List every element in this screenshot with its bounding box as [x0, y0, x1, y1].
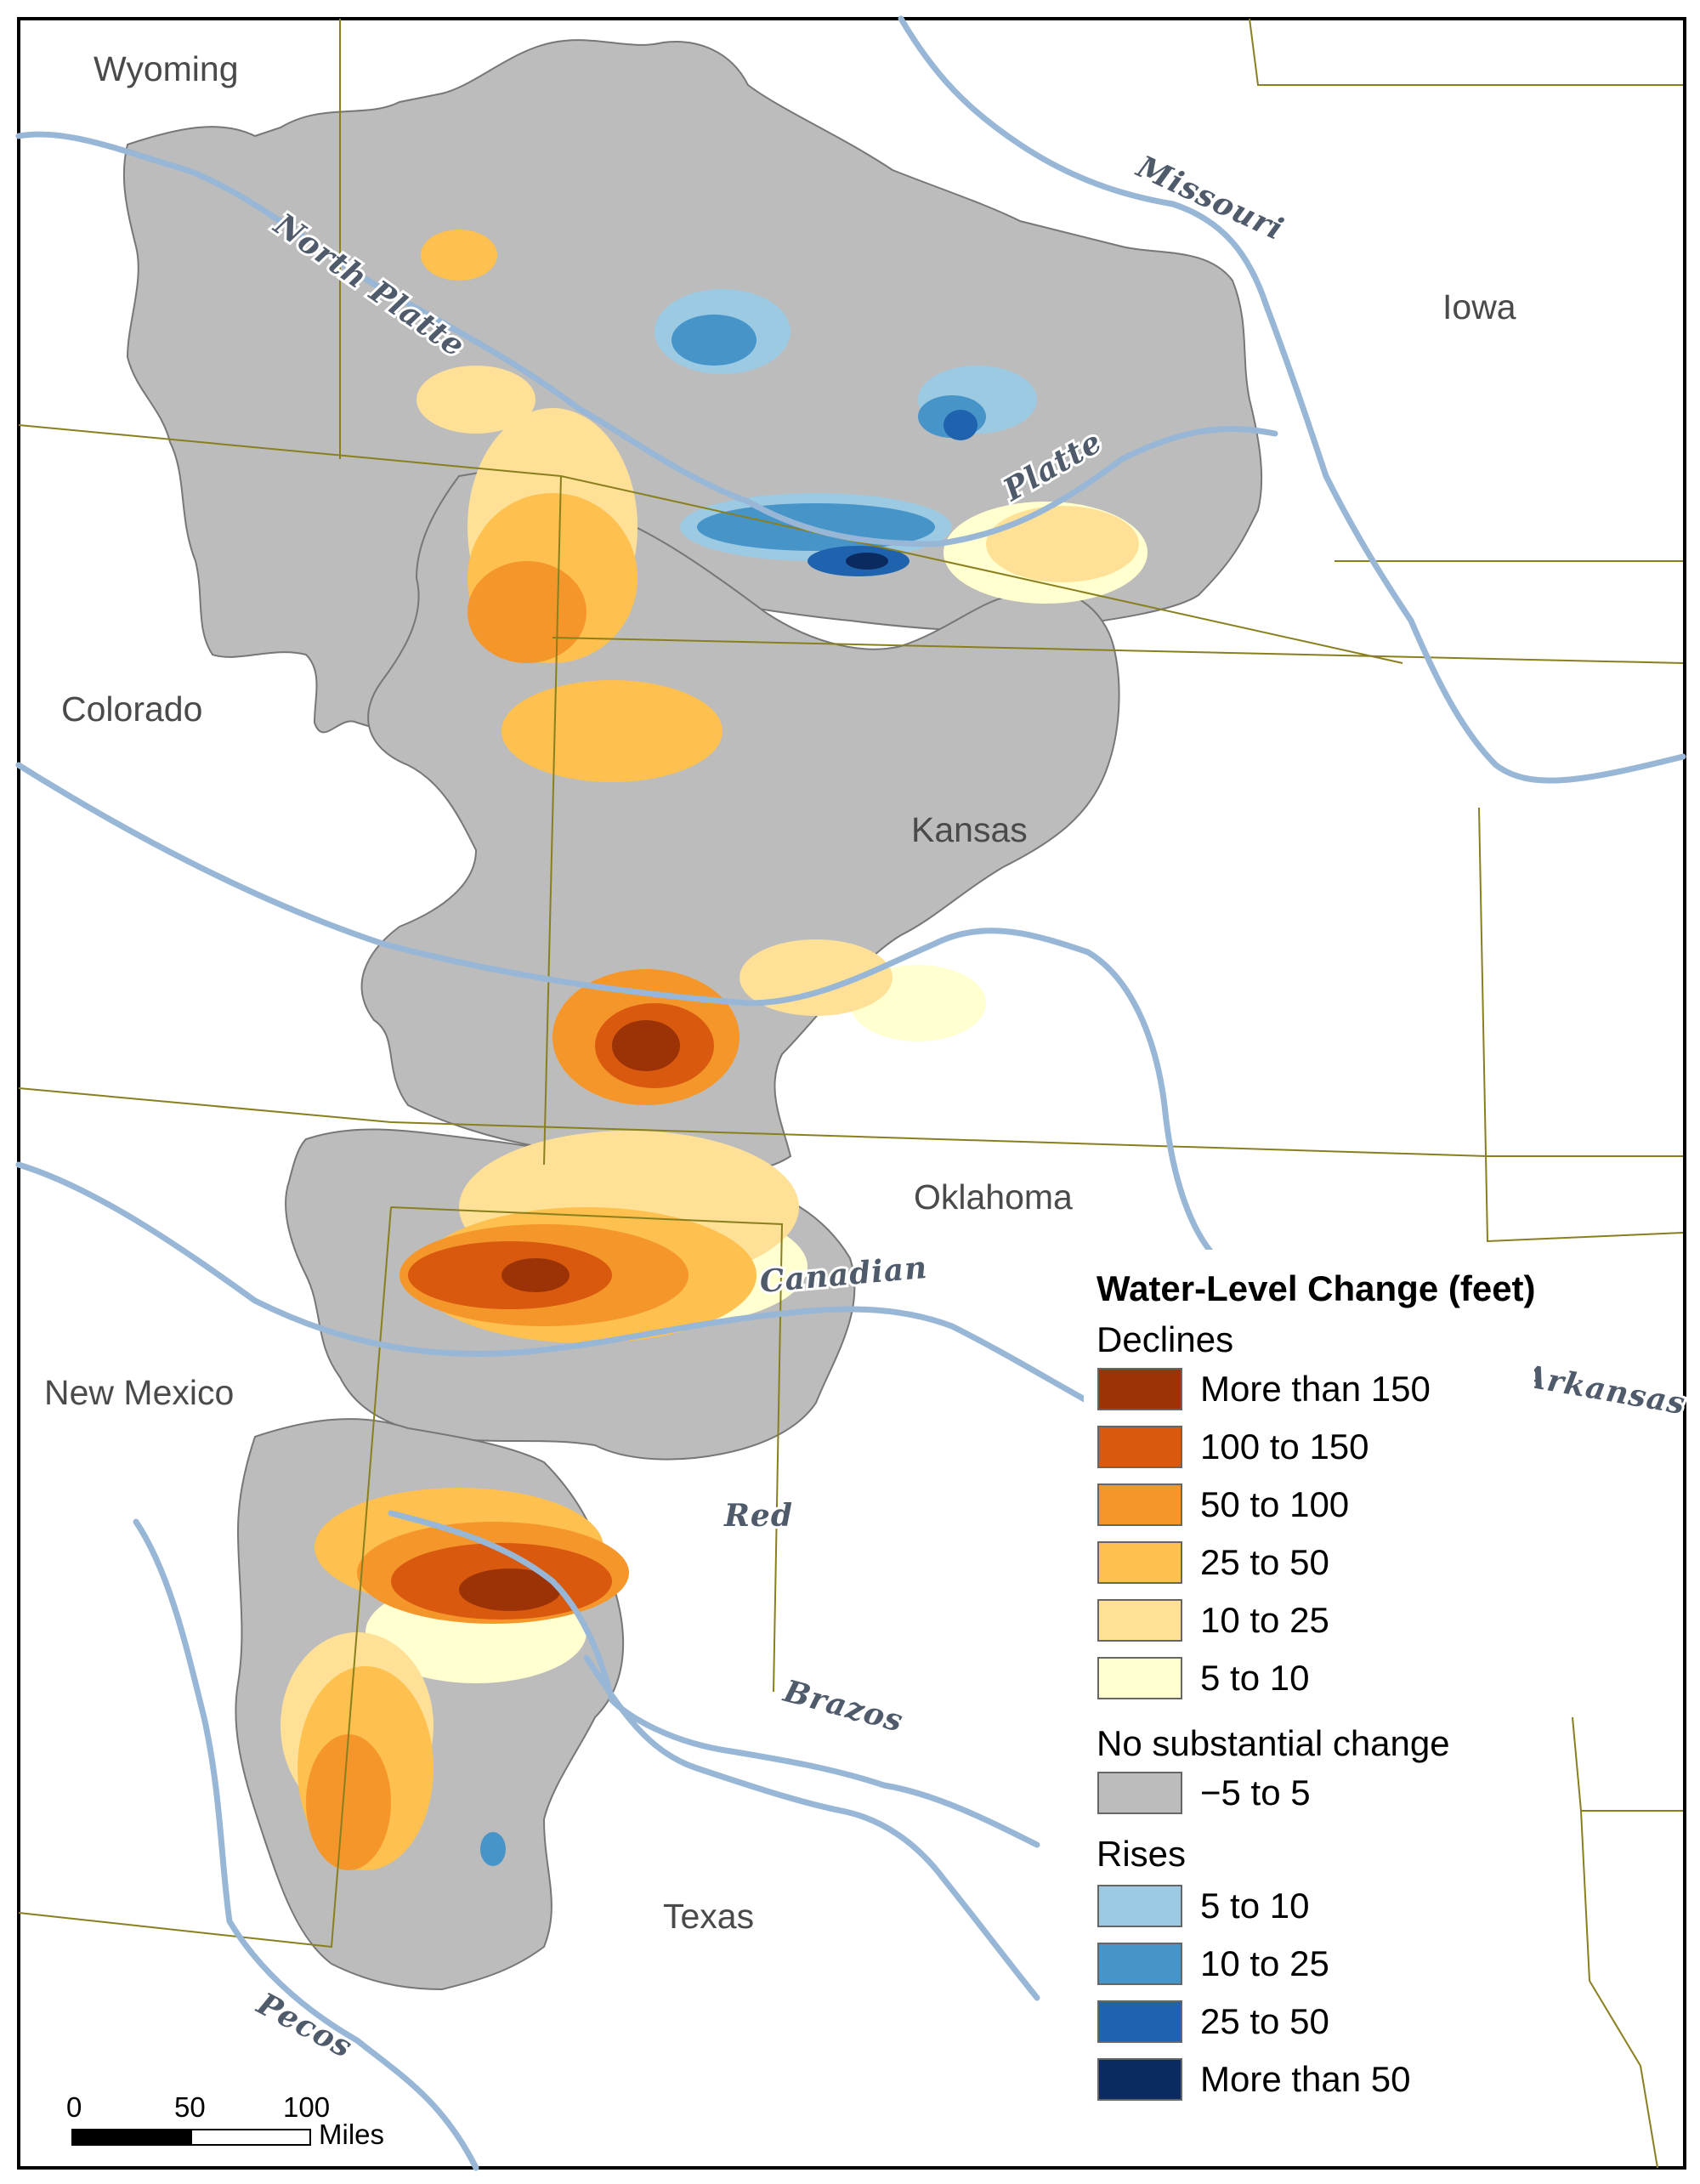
river-arkansas	[15, 762, 1244, 1279]
scale-label-50: 50	[174, 2091, 206, 2123]
legend-declines-heading: Declines	[1096, 1319, 1233, 1359]
legend-declines-swatch-2	[1097, 1483, 1182, 1526]
rivers	[15, 15, 1686, 2171]
legend-declines-swatch-5	[1097, 1657, 1182, 1699]
rise-zones	[480, 289, 1037, 1866]
legend-declines-items: More than 150 100 to 150 50 to 100 25 to 50…	[1097, 1368, 1431, 1699]
decline-zones	[280, 230, 1148, 1870]
legend-rises-label-1: 10 to 25	[1200, 1943, 1329, 1983]
legend-no-change-heading: No substantial change	[1096, 1723, 1450, 1763]
river-canadian	[15, 1161, 1142, 1432]
scale-label-0: 0	[66, 2091, 82, 2123]
river-platte	[745, 425, 1278, 547]
legend-no-change-items: −5 to 5	[1097, 1772, 1311, 1814]
state-label-wyoming: Wyoming	[94, 49, 239, 88]
river-brazos	[583, 1654, 1040, 2001]
legend-rises-swatch-3	[1097, 2058, 1182, 2101]
rise-over-50	[846, 553, 888, 570]
state-label-new-mexico: New Mexico	[44, 1373, 234, 1412]
state-label-texas: Texas	[663, 1897, 754, 1936]
legend-rises-label-3: More than 50	[1200, 2059, 1411, 2099]
legend-declines-swatch-4	[1097, 1599, 1182, 1642]
decline-over-150	[459, 1020, 680, 1611]
legend-rises-heading: Rises	[1096, 1834, 1186, 1874]
legend-declines-label-1: 100 to 150	[1200, 1427, 1369, 1466]
legend-declines-label-5: 5 to 10	[1200, 1658, 1309, 1698]
legend-declines-label-0: More than 150	[1200, 1369, 1431, 1409]
river-red	[388, 1510, 1040, 1848]
river-north-platte	[15, 131, 751, 505]
legend-rises-items: 5 to 10 10 to 25 25 to 50 More than 50	[1097, 1885, 1411, 2101]
state-label-colorado: Colorado	[61, 689, 202, 729]
legend-no-change-label-0: −5 to 5	[1200, 1773, 1311, 1812]
legend-no-change-swatch-0	[1097, 1772, 1182, 1814]
legend-declines-label-2: 50 to 100	[1200, 1484, 1349, 1524]
legend-rises-label-2: 25 to 50	[1200, 2001, 1329, 2041]
legend-declines-label-3: 25 to 50	[1200, 1542, 1329, 1582]
state-labels: Wyoming Iowa Colorado Kansas Oklahoma Ne…	[44, 49, 1516, 1936]
legend-rises-swatch-1	[1097, 1943, 1182, 1985]
state-label-kansas: Kansas	[911, 810, 1028, 849]
legend-declines-swatch-3	[1097, 1541, 1182, 1584]
scale-unit: Miles	[319, 2119, 384, 2150]
legend-declines-label-4: 10 to 25	[1200, 1600, 1329, 1640]
river-label-red: Red	[723, 1498, 793, 1534]
legend-title: Water-Level Change (feet)	[1096, 1268, 1536, 1308]
legend: Water-Level Change (feet) Declines More …	[1084, 1250, 1536, 2117]
state-label-iowa: Iowa	[1442, 287, 1516, 326]
river-pecos	[133, 1518, 479, 2171]
legend-declines-swatch-1	[1097, 1426, 1182, 1468]
legend-rises-label-0: 5 to 10	[1200, 1886, 1309, 1926]
scale-label-100: 100	[283, 2091, 330, 2123]
state-borders	[18, 18, 1684, 2169]
legend-rises-swatch-0	[1097, 1885, 1182, 1927]
state-label-oklahoma: Oklahoma	[914, 1177, 1073, 1217]
scale-segment-2	[190, 2129, 311, 2146]
legend-declines-swatch-0	[1097, 1368, 1182, 1410]
scale-segment-1	[71, 2129, 192, 2146]
river-missouri	[898, 15, 1686, 784]
legend-rises-swatch-2	[1097, 2000, 1182, 2043]
scale-bar: 0 50 100 Miles	[66, 2091, 384, 2150]
